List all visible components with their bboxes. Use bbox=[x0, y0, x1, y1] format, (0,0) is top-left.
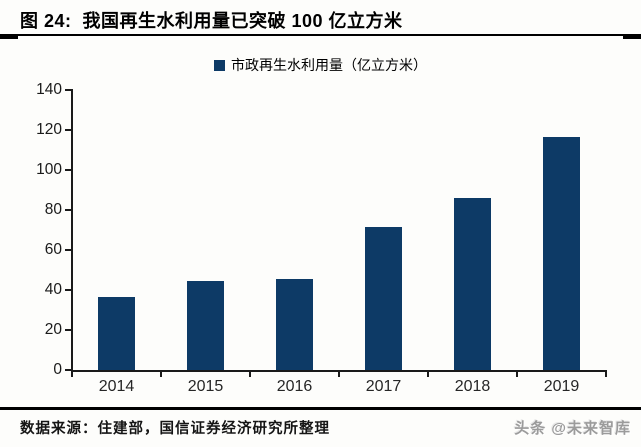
y-tick-label-40: 40 bbox=[44, 281, 62, 298]
bar-2014 bbox=[98, 297, 135, 370]
x-tick-0 bbox=[71, 370, 73, 377]
legend-series-label: 市政再生水利用量（亿立方米） bbox=[231, 57, 427, 73]
bar-2016 bbox=[276, 279, 313, 370]
y-tick-20 bbox=[65, 329, 71, 331]
x-tick-1 bbox=[160, 370, 162, 377]
data-source-note: 数据来源：住建部，国信证券经济研究所整理 bbox=[20, 420, 330, 437]
watermark-text: 头条 @未来智库 bbox=[514, 420, 631, 437]
y-tick-label-0: 0 bbox=[53, 361, 62, 378]
x-tick-5 bbox=[516, 370, 518, 377]
bar-2015 bbox=[187, 281, 224, 370]
x-tick-label-2019: 2019 bbox=[543, 378, 580, 395]
x-tick-6 bbox=[605, 370, 607, 377]
y-tick-label-100: 100 bbox=[36, 161, 62, 178]
y-tick-0 bbox=[65, 369, 71, 371]
y-tick-label-120: 120 bbox=[36, 121, 62, 138]
x-tick-label-2015: 2015 bbox=[187, 378, 224, 395]
footer-separator-line bbox=[0, 407, 641, 410]
bar-2018 bbox=[454, 198, 491, 370]
legend-swatch-icon bbox=[214, 59, 225, 71]
bar-2017 bbox=[365, 227, 402, 370]
y-tick-60 bbox=[65, 249, 71, 251]
y-tick-label-140: 140 bbox=[36, 81, 62, 98]
x-tick-4 bbox=[427, 370, 429, 377]
chart-legend: 市政再生水利用量（亿立方米） bbox=[0, 56, 641, 74]
x-tick-label-2016: 2016 bbox=[276, 378, 313, 395]
x-tick-label-2018: 2018 bbox=[454, 378, 491, 395]
y-tick-120 bbox=[65, 129, 71, 131]
y-tick-40 bbox=[65, 289, 71, 291]
y-tick-label-80: 80 bbox=[44, 201, 62, 218]
figure-title: 图 24: 我国再生水利用量已突破 100 亿立方米 bbox=[20, 11, 403, 31]
y-tick-100 bbox=[65, 169, 71, 171]
x-tick-3 bbox=[338, 370, 340, 377]
y-tick-140 bbox=[65, 89, 71, 91]
y-tick-label-60: 60 bbox=[44, 241, 62, 258]
y-tick-label-20: 20 bbox=[44, 321, 62, 338]
x-tick-2 bbox=[249, 370, 251, 377]
y-tick-80 bbox=[65, 209, 71, 211]
x-tick-label-2017: 2017 bbox=[365, 378, 402, 395]
title-separator-endcap-right bbox=[623, 36, 641, 39]
bar-2019 bbox=[543, 137, 580, 370]
y-axis-line bbox=[71, 89, 73, 371]
title-separator-line bbox=[0, 34, 641, 36]
title-separator-endcap-left bbox=[0, 36, 18, 39]
x-tick-label-2014: 2014 bbox=[98, 378, 135, 395]
